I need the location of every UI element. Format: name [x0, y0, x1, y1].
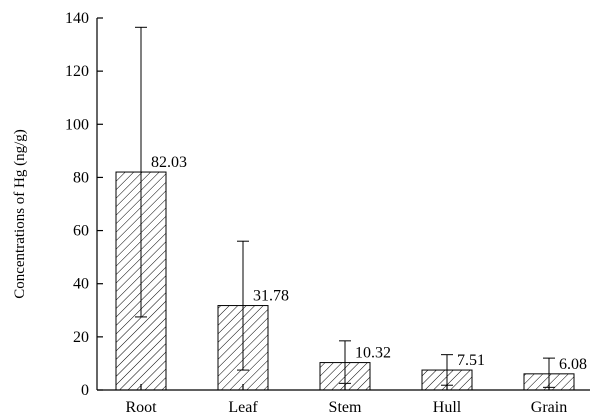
y-tick-label: 140 — [65, 10, 89, 27]
data-label: 10.32 — [355, 345, 391, 362]
y-tick-label: 40 — [73, 276, 89, 293]
y-tick-label: 0 — [81, 382, 89, 399]
y-tick-label: 120 — [65, 63, 89, 80]
y-tick-label: 80 — [73, 169, 89, 186]
y-tick-label: 100 — [65, 116, 89, 133]
x-tick-label: Grain — [531, 399, 567, 416]
x-tick-label: Root — [125, 399, 157, 416]
x-tick-label: Stem — [329, 399, 362, 416]
data-label: 31.78 — [253, 288, 289, 305]
data-label: 82.03 — [151, 154, 187, 171]
data-label: 7.51 — [457, 352, 485, 369]
x-tick-label: Hull — [433, 399, 462, 416]
y-tick-label: 60 — [73, 223, 89, 240]
plot-area: 0 20 40 60 80 100 120 140 82.03 Root 31.78 Leaf 10.3… — [65, 10, 590, 416]
data-label: 6.08 — [559, 356, 587, 373]
y-axis-label: Concentrations of Hg (ng/g) — [12, 129, 28, 299]
x-tick-label: Leaf — [228, 399, 258, 416]
y-tick-label: 20 — [73, 329, 89, 346]
